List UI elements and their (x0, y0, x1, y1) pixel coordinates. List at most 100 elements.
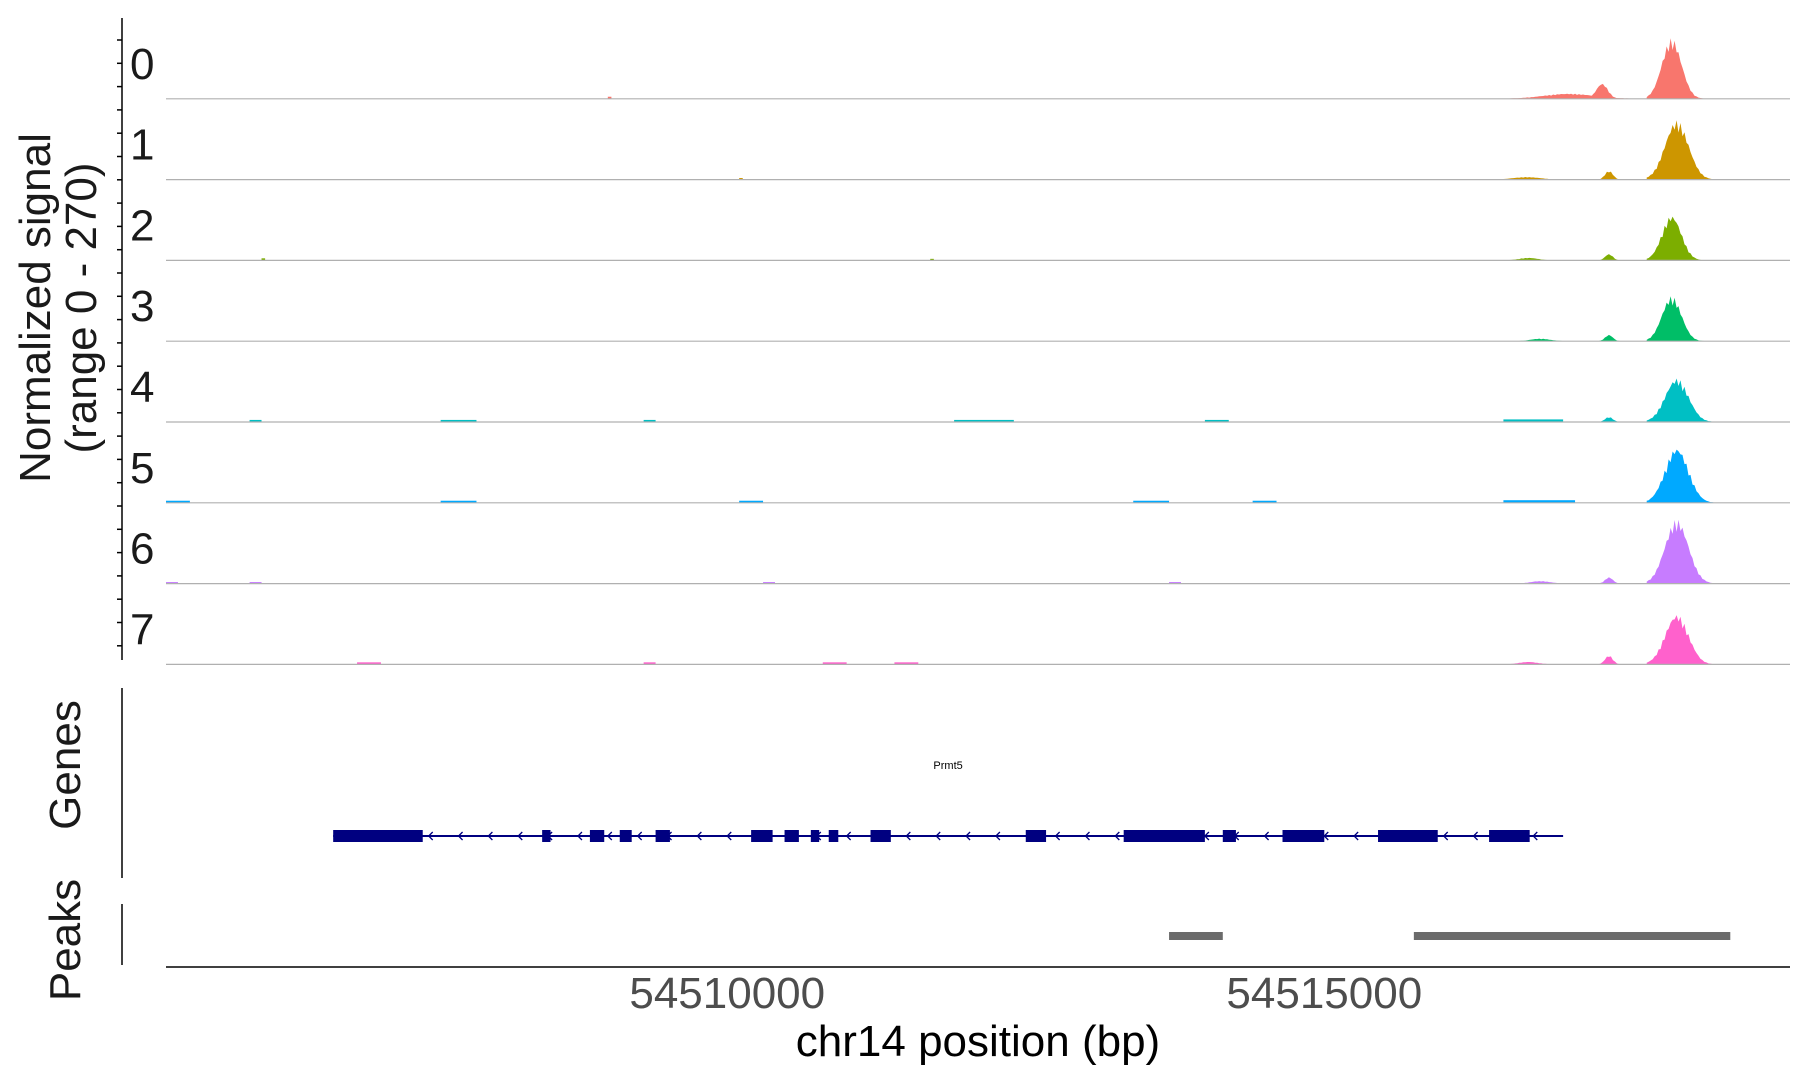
track-6-blip (763, 582, 775, 584)
track-4-blip (643, 419, 656, 422)
strand-arrow (487, 831, 493, 841)
track-5-blip (1503, 500, 1576, 503)
track-label-0: 0 (130, 40, 154, 89)
track-3-peak (1646, 296, 1707, 342)
track-6-blip (249, 582, 262, 584)
strand-arrow (1353, 831, 1359, 841)
strand-arrow (427, 831, 434, 841)
track-7-peak (1646, 615, 1719, 665)
x-tick-label: 54510000 (629, 969, 825, 1018)
gene-exon (589, 830, 605, 842)
strand-arrow (965, 831, 971, 841)
gene-exon (810, 830, 820, 842)
gene-track: Prmt5 (333, 760, 1564, 842)
gene-exon (1378, 830, 1438, 842)
x-tick-label: 54515000 (1226, 969, 1422, 1018)
track-0-peak (1503, 93, 1659, 99)
gene-exon (828, 830, 839, 842)
strand-arrow (1084, 831, 1090, 841)
track-6: 6 (130, 519, 1790, 585)
gene-exon (619, 830, 632, 842)
track-4-blip (1204, 419, 1229, 422)
track-5-blip (440, 500, 477, 503)
track-1-blip (739, 178, 743, 180)
peak-region (1413, 932, 1731, 940)
track-6-peak (1646, 519, 1719, 584)
track-7-peak (1598, 656, 1623, 665)
coverage-tracks: 0 1 2 3 4 5 6 7 (130, 38, 1790, 666)
track-2-peak (1646, 216, 1707, 261)
track-0-peak (1646, 38, 1707, 99)
strand-arrow (1263, 831, 1270, 841)
strand-arrow (1472, 831, 1479, 841)
gene-exon (1489, 830, 1530, 842)
genes-track-label: Genes (41, 700, 90, 830)
track-5-blip (166, 500, 190, 503)
peaks-track-label: Peaks (41, 879, 90, 1001)
strand-arrow (577, 831, 583, 841)
track-5: 5 (130, 444, 1790, 504)
track-7-blip (822, 662, 847, 665)
track-label-3: 3 (130, 282, 154, 331)
gene-exon (1025, 830, 1047, 842)
track-5-blip (1133, 500, 1170, 503)
track-7-blip (357, 662, 381, 665)
track-4-blip (954, 419, 1014, 422)
track-2-blip (261, 258, 266, 261)
track-1-peak (1491, 177, 1576, 180)
track-label-4: 4 (130, 363, 154, 412)
track-7-blip (643, 662, 656, 665)
peak-region (1169, 932, 1223, 940)
gene-exon (870, 830, 891, 842)
gene-exon (1282, 830, 1325, 842)
track-0-blip (607, 96, 612, 99)
strand-arrow (1442, 831, 1449, 841)
strand-arrow (517, 831, 523, 841)
strand-arrow (457, 831, 464, 841)
strand-arrow (845, 831, 852, 841)
gene-exon (1123, 830, 1205, 842)
track-label-5: 5 (130, 444, 154, 493)
y-axis-title-line2: (range 0 - 270) (57, 162, 106, 453)
track-4-blip (440, 419, 477, 422)
track-2-peak (1503, 257, 1564, 261)
gene-exon (333, 830, 423, 842)
track-label-7: 7 (130, 605, 154, 654)
gene-exon (655, 830, 670, 842)
track-6-peak (1598, 577, 1623, 584)
track-1-peak (1598, 171, 1623, 180)
gene-exon (542, 830, 551, 842)
strand-arrow (636, 831, 643, 841)
track-6-blip (166, 582, 178, 584)
track-3-peak (1515, 338, 1576, 342)
y-axis-title-line1: Normalized signal (11, 133, 60, 483)
track-label-1: 1 (130, 121, 154, 170)
strand-arrow (606, 831, 613, 841)
track-3-peak (1598, 334, 1623, 342)
track-1: 1 (130, 120, 1790, 181)
track-7: 7 (130, 605, 1790, 666)
strand-arrow (1054, 831, 1061, 841)
strand-arrow (1114, 831, 1120, 841)
track-2: 2 (130, 201, 1790, 261)
strand-arrow (935, 831, 941, 841)
track-6-blip (1169, 582, 1181, 584)
x-axis-ticks: 54510000 54515000 (629, 969, 1422, 1018)
strand-arrow (726, 831, 732, 841)
gene-exon (784, 830, 799, 842)
track-2-peak (1598, 254, 1623, 261)
track-4-peak (1646, 378, 1719, 422)
coverage-y-ticks (117, 39, 122, 647)
track-5-blip (739, 500, 764, 503)
track-4-blip (249, 419, 262, 422)
track-4: 4 (130, 363, 1790, 423)
strand-arrow (696, 831, 702, 841)
track-6-peak (1515, 581, 1576, 584)
track-0-peak (1587, 83, 1623, 99)
track-5-blip (1252, 500, 1277, 503)
track-3: 3 (130, 282, 1790, 342)
track-4-peak (1598, 417, 1623, 422)
x-axis-title: chr14 position (bp) (796, 1017, 1160, 1066)
gene-name-label: Prmt5 (933, 760, 962, 772)
track-4-blip (1503, 419, 1564, 422)
